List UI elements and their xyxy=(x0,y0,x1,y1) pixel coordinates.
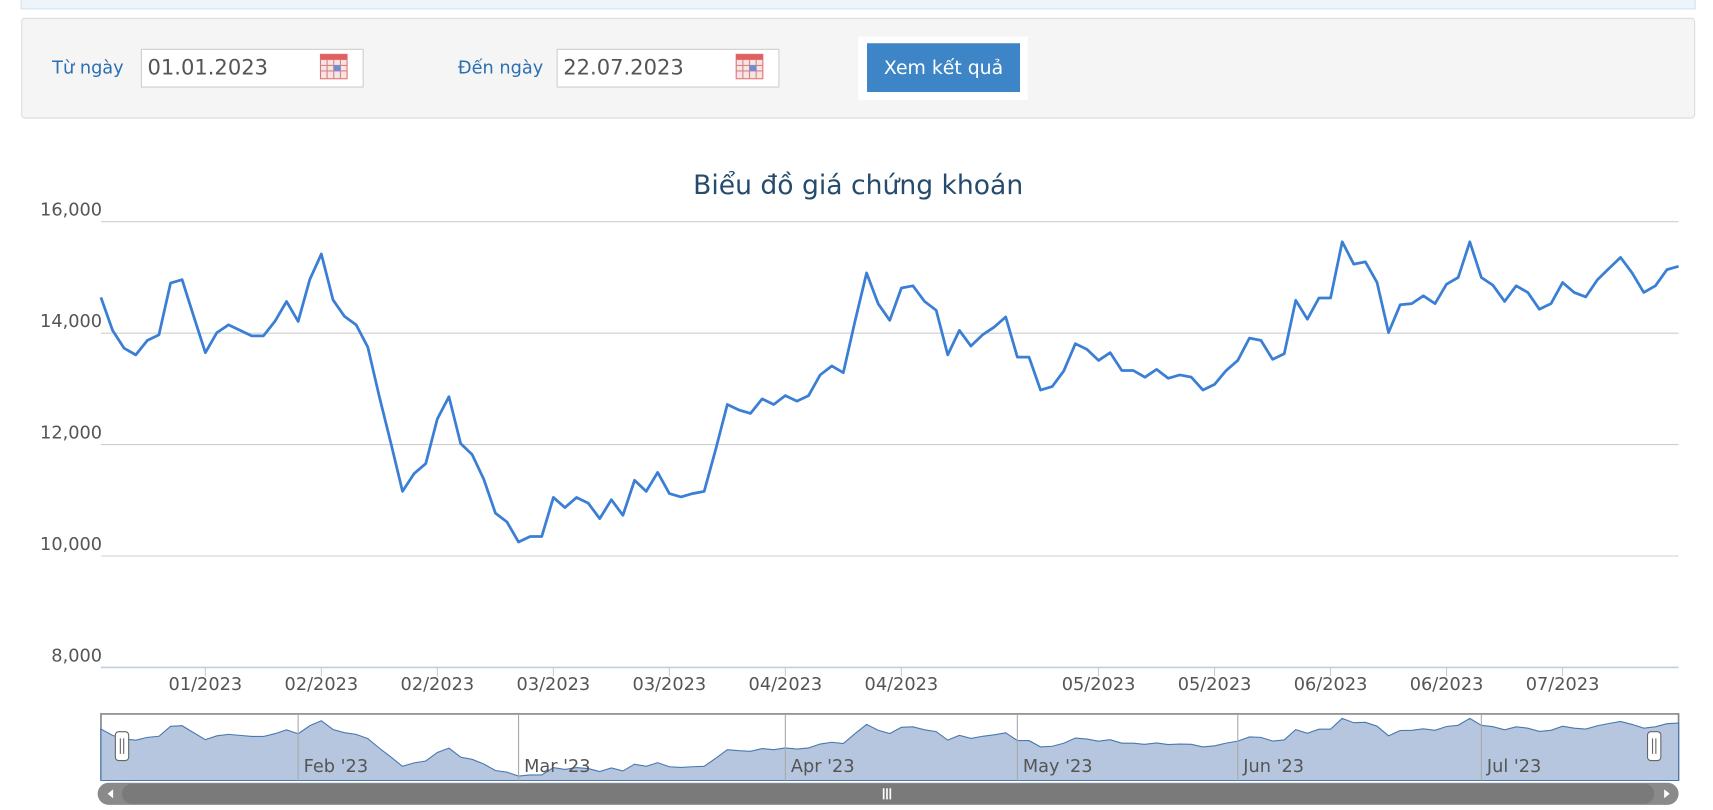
from-label: Từ ngày xyxy=(51,59,124,79)
to-value[interactable]: 22.07.2023 xyxy=(563,55,684,80)
y-tick-label: 12,000 xyxy=(40,423,102,443)
handle-box[interactable] xyxy=(114,731,130,762)
y-tick-label: 8,000 xyxy=(51,646,102,666)
price-line xyxy=(99,240,1679,544)
x-tick-label: 05/2023 xyxy=(1062,675,1136,695)
x-tick-label: 03/2023 xyxy=(517,675,591,695)
navigator-tick-label: Apr '23 xyxy=(791,757,855,777)
to-label: Đến ngày xyxy=(458,58,543,79)
scroll-right-arrow[interactable] xyxy=(1664,789,1670,799)
navigator-tick-label: Jun '23 xyxy=(1242,757,1304,777)
navigator-tick-label: Jul '23 xyxy=(1486,757,1541,777)
scrollbar-thumb[interactable] xyxy=(122,783,1655,804)
handle-grip xyxy=(1651,738,1657,754)
y-tick-label: 14,000 xyxy=(40,312,102,332)
x-tick-label: 07/2023 xyxy=(1526,675,1600,695)
x-tick-label: 04/2023 xyxy=(749,675,823,695)
y-tick-label: 10,000 xyxy=(40,535,102,555)
x-tick-label: 03/2023 xyxy=(633,675,707,695)
top-strip xyxy=(20,0,1696,10)
navigator-tick-label: Mar '23 xyxy=(524,757,590,777)
submit-button-bg[interactable] xyxy=(867,43,1021,93)
navigator-tick-label: May '23 xyxy=(1023,757,1093,777)
y-tick-label: 16,000 xyxy=(40,201,102,221)
calendar-icon[interactable] xyxy=(319,53,348,80)
navigator-area xyxy=(100,717,1680,782)
chart-title: Biểu đồ giá chứng khoán xyxy=(693,170,1023,201)
from-value[interactable]: 01.01.2023 xyxy=(148,55,269,80)
calendar-icon[interactable] xyxy=(735,53,764,80)
navigator-tick-label: Feb '23 xyxy=(304,757,368,777)
submit-button[interactable]: Xem kết quả xyxy=(867,43,1021,93)
handle-grip xyxy=(119,738,125,754)
submit-button-label[interactable]: Xem kết quả xyxy=(884,57,1003,79)
x-tick-label: 01/2023 xyxy=(169,675,243,695)
to-input[interactable]: 22.07.2023 xyxy=(556,48,780,88)
x-tick-label: 02/2023 xyxy=(401,675,475,695)
navigator-handle[interactable] xyxy=(114,731,130,762)
x-tick-label: 05/2023 xyxy=(1178,675,1252,695)
navigator-handle[interactable] xyxy=(1646,731,1662,762)
scrollbar-grip xyxy=(882,788,892,800)
from-input[interactable]: 01.01.2023 xyxy=(140,48,364,88)
x-tick-label: 04/2023 xyxy=(865,675,939,695)
scroll-left-arrow[interactable] xyxy=(107,789,114,799)
x-tick-label: 06/2023 xyxy=(1294,675,1368,695)
handle-box[interactable] xyxy=(1646,731,1662,762)
x-tick-label: 06/2023 xyxy=(1410,675,1484,695)
x-tick-label: 02/2023 xyxy=(285,675,359,695)
